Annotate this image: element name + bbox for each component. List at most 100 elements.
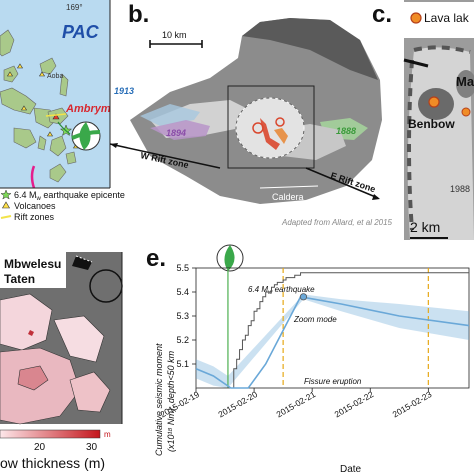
legend-item-volcanoes: Volcanoes (14, 201, 56, 211)
label-box (0, 252, 66, 288)
colorbar (0, 429, 101, 439)
colorbar-label: ow thickness (m) (0, 455, 105, 471)
caldera-rim-dashed (235, 97, 305, 159)
legend-item-rift-zones: Rift zones (14, 212, 55, 222)
flow-year-1988: 1988 (450, 184, 470, 194)
legend-triangle-icon (1, 201, 11, 209)
crater-marum (456, 70, 474, 98)
plot-frame (195, 267, 470, 389)
island-shape (0, 29, 15, 57)
island-shape (0, 87, 37, 115)
trench-line (30, 165, 36, 189)
w-rift-arrow (110, 143, 221, 169)
site-label-taten: Taten (4, 272, 35, 286)
island-shape (13, 127, 37, 149)
panel-b-map: b. 10 km 1913 1894 1888 W Rift zone Cald… (110, 0, 400, 228)
y-tick-label: 5.3 (176, 311, 189, 321)
annotation-fissure-eruption: Fissure eruption (304, 377, 362, 386)
island-relief-dark (242, 18, 378, 80)
beachball-quadrant (71, 130, 101, 140)
lava-lake-icon (461, 107, 471, 117)
island-shape (59, 73, 69, 97)
fissure-line (403, 58, 429, 68)
panel-label-c: c. (372, 1, 392, 28)
lava-thickness-zone (53, 315, 105, 363)
caldera-width-arrow (259, 185, 319, 189)
island-ambrym (47, 107, 69, 125)
island-shape (37, 135, 47, 151)
data-point-zoom-mode (299, 293, 308, 301)
w-rift-arrowhead (110, 143, 118, 148)
volcano-icon (46, 131, 54, 137)
island-shape (49, 135, 67, 157)
panel-c-map: c. Lava lak Ma Benbow 1988 2 km (370, 0, 474, 242)
y-tick-label: 5.4 (176, 287, 189, 297)
fissure-hatch (72, 256, 92, 270)
y-axis-label-units: (x10¹⁸ Nm), depth<50 km (166, 350, 176, 452)
annotation-zoom-mode: Zoom mode (293, 315, 337, 324)
colorbar-tick-label: 30 (86, 442, 98, 453)
colorbar-unit: m (104, 430, 111, 439)
beachball-quadrant (224, 245, 235, 271)
caldera-label: Caldera (272, 192, 304, 202)
x-tick-label: 2015-02-21 (275, 389, 318, 420)
lava-flow-1894 (150, 120, 210, 140)
lava-thickness-zone (0, 293, 53, 351)
panel-a-map: 169° PAC Aoba Ambrym 6.4 Mw earth (0, 0, 125, 228)
volcano-icon (6, 71, 14, 77)
legend-star-icon (0, 189, 12, 200)
caldera-rim-dashed (413, 45, 471, 54)
volcano-icon (16, 63, 24, 69)
beachball-quadrant (79, 122, 91, 150)
crater-benbow (252, 122, 264, 134)
legend-item-epicenter: 6.4 Mw earthquake epicenter (14, 190, 125, 202)
site-label-ambrym: Ambrym (65, 103, 111, 115)
x-tick-label: 2015-02-22 (333, 389, 376, 420)
lava-thickness-zone (17, 365, 49, 391)
site-label-ma: Ma (456, 74, 474, 89)
epicenter-arrow (57, 121, 71, 135)
site-label-mbwelesu: Mbwelesu (4, 257, 61, 271)
series-line-model (195, 295, 470, 389)
flow-year-1888: 1888 (336, 126, 356, 136)
lava-thickness-zone (28, 330, 34, 336)
series-line-cumulative (196, 272, 469, 389)
lat-tick-label: 169° (66, 3, 83, 12)
x-tick-label: 2015-02-23 (391, 389, 434, 420)
y-tick-label: 5.1 (176, 359, 189, 369)
site-label-benbow: Benbow (408, 117, 455, 131)
lava-lake-icon (410, 12, 422, 24)
panel-e-chart: e. 6.4 Mw earthquake Cumulative seismic … (124, 228, 474, 474)
caldera-rim-dashed (407, 59, 414, 231)
figure-credit: Adapted from Allard, et al 2015 (281, 218, 393, 227)
colorbar-tick-label: 20 (34, 442, 46, 453)
confidence-band (196, 294, 469, 388)
y-tick-label: 5.5 (176, 263, 189, 273)
rift-line (45, 113, 67, 117)
volcano-icon-ambrym (52, 113, 60, 120)
scale-label: 2 km (410, 219, 440, 235)
earthquake-label: 6.4 Mw earthquake (248, 285, 315, 296)
recent-lava-flow (260, 118, 280, 150)
island-aoba (39, 57, 57, 75)
scale-label: 10 km (162, 30, 187, 40)
inset-box (227, 85, 315, 169)
panel-d-map: Mbwelesu Taten m 20 30 ow thickness (m) (0, 240, 125, 474)
flow-year-1913: 1913 (114, 86, 134, 96)
plate-label-pac: PAC (62, 22, 100, 42)
island-shape (65, 151, 77, 165)
lava-thickness-zone (69, 371, 111, 413)
lava-lake-icon (428, 96, 440, 108)
site-label-aoba: Aoba (47, 73, 63, 80)
flow-year-1894: 1894 (166, 128, 186, 138)
island-shape (49, 163, 67, 183)
crater-marum (275, 117, 285, 127)
volcano-icon (38, 71, 46, 77)
y-tick-label: 5.2 (176, 335, 189, 345)
recent-lava-flow (274, 128, 288, 144)
legend-line-icon (0, 215, 12, 219)
fissure-hatch (75, 255, 93, 263)
panel-label-b: b. (128, 1, 149, 28)
e-rift-arrowhead (372, 194, 380, 200)
x-tick-label: 2015-02-19 (158, 389, 201, 420)
